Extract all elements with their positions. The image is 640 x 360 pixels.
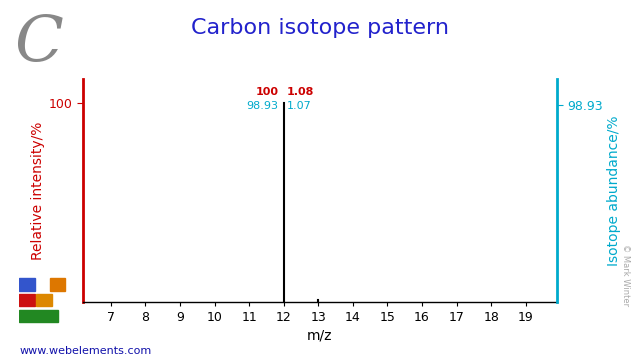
- Text: C: C: [14, 14, 63, 76]
- Bar: [19, 310, 58, 322]
- Text: 1.08: 1.08: [287, 87, 314, 97]
- Text: 100: 100: [255, 87, 278, 97]
- Y-axis label: Isotope abundance/%: Isotope abundance/%: [607, 116, 621, 266]
- Bar: [36, 294, 52, 306]
- Text: www.webelements.com: www.webelements.com: [19, 346, 152, 356]
- X-axis label: m/z: m/z: [307, 329, 333, 343]
- Text: 1.07: 1.07: [287, 101, 312, 111]
- Bar: [19, 278, 35, 291]
- Bar: [50, 278, 65, 291]
- Text: © Mark Winter: © Mark Winter: [621, 244, 630, 306]
- Y-axis label: Relative intensity/%: Relative intensity/%: [31, 122, 45, 260]
- Text: Carbon isotope pattern: Carbon isotope pattern: [191, 18, 449, 38]
- Bar: [19, 294, 35, 306]
- Text: 98.93: 98.93: [246, 101, 278, 111]
